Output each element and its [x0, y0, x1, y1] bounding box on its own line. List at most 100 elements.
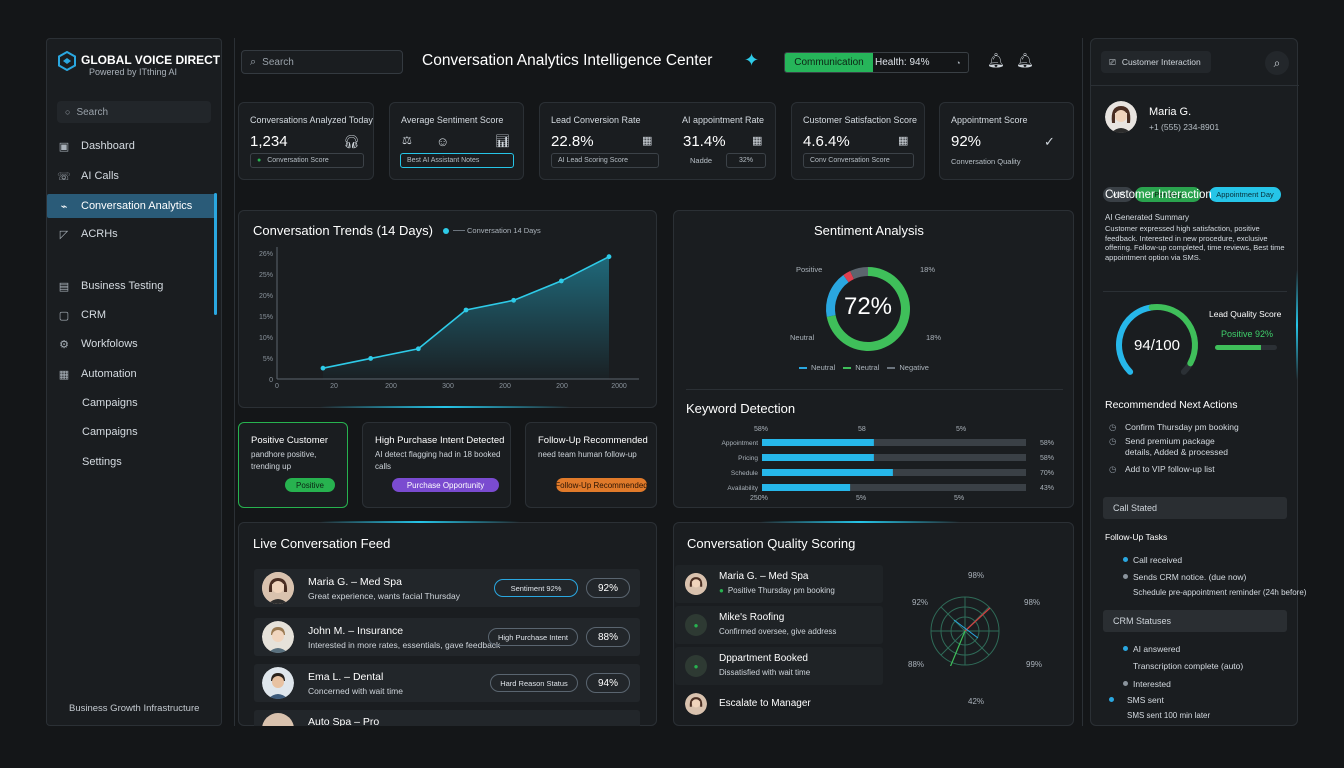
crm-item: AI answered [1133, 644, 1181, 654]
quality-row[interactable]: ● Mike's Roofing Confirmed oversee, give… [675, 606, 883, 644]
keyword-bottom-label: 250% [750, 495, 768, 502]
sentiment-slice [826, 275, 849, 317]
kpi-label: Customer Satisfaction Score [803, 115, 918, 125]
sidebar-item-dashboard[interactable]: ▣ Dashboard [47, 134, 217, 158]
lead-score-value: 94/100 [1134, 337, 1180, 354]
follow-up-title: Follow-Up Tasks [1105, 532, 1168, 542]
sidebar-search[interactable]: ○ Search [57, 101, 211, 123]
divider [1091, 85, 1299, 86]
keyword-label: Pricing [738, 455, 758, 462]
keyword-label: Schedule [731, 470, 758, 477]
sidebar-item-campaigns[interactable]: Campaigns [47, 391, 217, 415]
customer-interaction-button[interactable]: ⎚ Customer Interaction [1101, 51, 1211, 73]
status-dot-icon: ● [719, 586, 724, 595]
search-button[interactable]: ⌕ [1265, 51, 1289, 75]
sidebar-item-label: Dashboard [81, 140, 135, 152]
y-tick-label: 26% [259, 251, 273, 258]
x-tick-label: 2000 [611, 383, 627, 390]
actions-title: Recommended Next Actions [1105, 399, 1238, 411]
feed-name: Maria G. – Med Spa [308, 576, 402, 588]
sidebar-item-crm[interactable]: ▢ CRM [47, 303, 217, 327]
notification-icon[interactable]: 🔔︎ [1016, 52, 1034, 68]
radar-label: 42% [968, 697, 985, 706]
header-search-input[interactable]: ⌕ Search [241, 50, 403, 74]
quality-row[interactable]: ● Dppartment Booked Dissatisfied with wa… [675, 647, 883, 685]
status-dot-icon [1123, 574, 1128, 579]
insight-purchase-intent[interactable]: High Purchase Intent Detected AI detect … [362, 422, 511, 508]
sidebar-item-business-testing[interactable]: ▤ Business Testing [47, 274, 217, 298]
sidebar-item-campaigns-2[interactable]: Campaigns [47, 420, 217, 444]
insight-title: Follow-Up Recommended [538, 435, 648, 446]
sentiment-legend: Neutral Neutral Negative [799, 363, 929, 372]
keyword-bottom-label: 5% [856, 495, 867, 502]
insight-desc: need team human follow-up [538, 450, 637, 459]
x-tick-label: 200 [385, 383, 397, 390]
quality-row[interactable]: Escalate to Manager [675, 688, 883, 720]
action-item[interactable]: Add to VIP follow-up list [1125, 464, 1215, 474]
gauge-icon: ◔ [955, 57, 961, 68]
check-icon: ✓ [1044, 134, 1055, 149]
crm-item: SMS sent 100 min later [1127, 711, 1211, 720]
x-tick-label: 200 [499, 383, 511, 390]
status-dot-icon [1123, 646, 1128, 651]
action-item[interactable]: Confirm Thursday pm booking [1125, 422, 1239, 432]
trends-panel: Conversation Trends (14 Days) Conversati… [238, 210, 657, 408]
keyword-label: Appointment [722, 440, 759, 447]
sidebar-item-conversation-analytics[interactable]: ⌁ Conversation Analytics [47, 194, 217, 218]
insight-positive[interactable]: Positive Customer pandhore positive, tre… [238, 422, 348, 508]
avatar [685, 693, 707, 715]
sidebar-item-ai-calls[interactable]: ☏ AI Calls [47, 164, 217, 188]
y-tick-label: 10% [259, 335, 273, 342]
search-icon: ⌕ [1273, 55, 1281, 70]
sidebar-item-acrhs[interactable]: ◸ ACRHs [47, 222, 217, 246]
sidebar: GLOBAL VOICE DIRECT Powered by ITthing A… [46, 38, 222, 726]
feed-row[interactable]: Auto Spa – Pro [254, 710, 640, 726]
customer-name: Maria G. [1149, 106, 1192, 118]
trend-point [511, 297, 517, 303]
sidebar-item-label: Settings [82, 456, 122, 468]
crm-status-bar: CRM Statuses [1103, 610, 1287, 632]
keyword-top-label: 58% [754, 426, 769, 433]
avatar [262, 621, 294, 653]
sidebar-item-automation[interactable]: ▦ Automation [47, 362, 217, 386]
health-indicator[interactable]: Communication Health: 94% ◔ [784, 52, 969, 73]
insight-title: Positive Customer [251, 435, 329, 446]
brand-title: GLOBAL VOICE DIRECT [81, 53, 221, 67]
feed-row[interactable]: John M. – Insurance Interested in more r… [254, 618, 640, 656]
sidebar-item-workflows[interactable]: ⚙ Workfolows [47, 332, 217, 356]
feed-row[interactable]: Ema L. – Dental Concerned with wait time… [254, 664, 640, 702]
kpi-sub-label: Nadde [690, 156, 713, 165]
divider [1103, 291, 1287, 292]
keyword-pct: 43% [1040, 485, 1054, 492]
avatar [262, 667, 294, 699]
sidebar-item-settings[interactable]: Settings [47, 450, 217, 474]
lead-score-gauge [1116, 304, 1198, 375]
trend-point [606, 254, 612, 260]
action-item[interactable]: Send premium package details, Added & pr… [1125, 436, 1229, 457]
sidebar-item-label: CRM [81, 309, 107, 321]
workflow-icon: ⚙ [59, 338, 69, 351]
customer-panel: ⎚ Customer Interaction ⌕ Maria G. +1 (55… [1090, 38, 1306, 726]
insight-follow-up[interactable]: Follow-Up Recommended need team human fo… [525, 422, 657, 508]
feed-row[interactable]: Maria G. – Med Spa Great experience, wan… [254, 569, 640, 607]
sidebar-item-label: ACRHs [81, 228, 118, 240]
calendar-icon: ▦ [642, 135, 653, 147]
y-tick-label: 20% [259, 293, 273, 300]
health-value: Health: 94% [875, 57, 930, 68]
kpi-label: Average Sentiment Score [401, 115, 504, 125]
kpi-sub-label: Conversation Score [267, 157, 329, 164]
sidebar-item-label: Campaigns [82, 426, 138, 438]
customer-tag-pending: Pending [1135, 187, 1201, 202]
kpi-sub: Best AI Assistant Notes [400, 153, 514, 168]
bell-icon[interactable]: 🔔︎ [987, 52, 1005, 68]
trend-point [558, 278, 564, 284]
divider [1082, 38, 1083, 726]
sidebar-scrollbar[interactable] [214, 193, 217, 315]
brand-logo-icon [58, 51, 76, 71]
x-tick-label: 200 [556, 383, 568, 390]
quality-title: Conversation Quality Scoring [687, 536, 856, 551]
insight-tag: Positive [285, 478, 335, 492]
y-tick-label: 5% [263, 356, 273, 363]
quality-row[interactable]: Maria G. – Med Spa ● Positive Thursday pm… [675, 565, 883, 603]
divider [234, 38, 235, 726]
